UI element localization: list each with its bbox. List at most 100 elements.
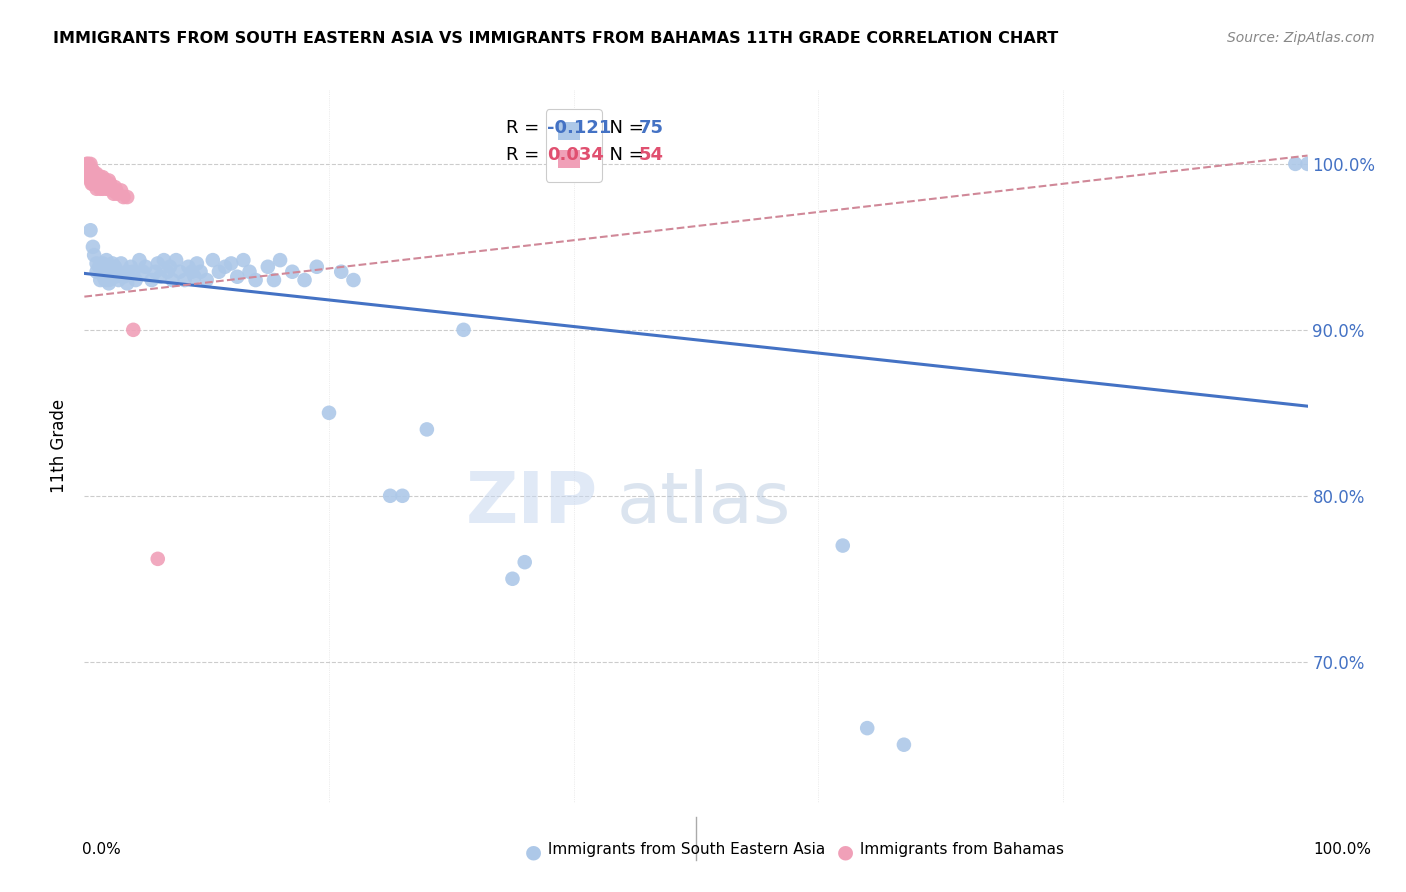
Point <box>115 277 138 291</box>
Point <box>89 170 111 185</box>
Point <box>77 163 100 178</box>
Text: Immigrants from South Eastern Asia: Immigrants from South Eastern Asia <box>543 842 825 857</box>
Point <box>893 738 915 752</box>
Point <box>91 256 114 270</box>
Text: 0.0%: 0.0% <box>82 842 121 857</box>
Point <box>165 253 187 268</box>
Point <box>83 173 105 187</box>
Point <box>91 170 114 185</box>
Point <box>104 269 127 284</box>
Point <box>84 170 107 185</box>
Point <box>159 260 181 274</box>
Point <box>831 539 853 553</box>
Point <box>135 260 157 274</box>
Point <box>107 273 129 287</box>
Point <box>83 167 105 181</box>
Text: -0.121: -0.121 <box>547 120 612 137</box>
Point <box>104 180 127 194</box>
Point <box>89 273 111 287</box>
Point <box>79 223 101 237</box>
Text: 75: 75 <box>638 120 664 137</box>
Point <box>77 160 100 174</box>
Point <box>173 273 195 287</box>
Point <box>103 186 125 201</box>
Point <box>82 177 104 191</box>
Point <box>112 269 135 284</box>
Point <box>89 182 111 196</box>
Point <box>86 265 108 279</box>
Point <box>94 173 117 187</box>
Point <box>257 260 280 274</box>
Text: 0.034: 0.034 <box>547 146 603 164</box>
Point <box>80 177 103 191</box>
Point <box>122 265 145 279</box>
Point <box>183 269 205 284</box>
Point <box>453 323 475 337</box>
Point <box>82 163 104 178</box>
Point <box>79 160 101 174</box>
Point <box>96 182 118 196</box>
Point <box>79 157 101 171</box>
Text: IMMIGRANTS FROM SOUTH EASTERN ASIA VS IMMIGRANTS FROM BAHAMAS 11TH GRADE CORRELA: IMMIGRANTS FROM SOUTH EASTERN ASIA VS IM… <box>53 31 1059 46</box>
Point <box>156 265 179 279</box>
Point <box>263 273 285 287</box>
Point <box>79 173 101 187</box>
Text: R =: R = <box>506 146 546 164</box>
Point <box>84 177 107 191</box>
Point <box>90 177 112 191</box>
Point <box>190 265 212 279</box>
Point <box>153 253 176 268</box>
Point <box>86 167 108 181</box>
Point <box>513 555 536 569</box>
Point <box>82 170 104 185</box>
Text: ●: ● <box>837 842 853 861</box>
Point <box>86 182 108 196</box>
Point <box>416 422 439 436</box>
Point <box>380 489 402 503</box>
Point <box>294 273 316 287</box>
Point <box>86 256 108 270</box>
Text: 54: 54 <box>638 146 664 164</box>
Point <box>97 182 120 196</box>
Point <box>77 157 100 171</box>
Point <box>149 269 172 284</box>
Point <box>281 265 304 279</box>
Point <box>77 163 100 178</box>
Point <box>219 256 242 270</box>
Point <box>82 240 104 254</box>
Point <box>97 173 120 187</box>
Point <box>162 273 184 287</box>
Point <box>105 265 128 279</box>
Point <box>77 160 100 174</box>
Point <box>1284 157 1306 171</box>
Text: 100.0%: 100.0% <box>1313 842 1372 857</box>
Point <box>77 167 100 181</box>
Text: ZIP: ZIP <box>465 468 598 538</box>
Point <box>226 269 249 284</box>
Point <box>100 265 122 279</box>
Point <box>122 323 145 337</box>
Point <box>101 256 124 270</box>
Point <box>186 256 208 270</box>
Point <box>83 248 105 262</box>
Point <box>238 265 260 279</box>
Point <box>101 183 124 197</box>
Point <box>97 277 120 291</box>
Point <box>110 256 132 270</box>
Point <box>125 273 148 287</box>
Point <box>83 177 105 191</box>
Point <box>87 177 110 191</box>
Point <box>96 253 118 268</box>
Point <box>856 721 879 735</box>
Point <box>120 260 142 274</box>
Point <box>86 173 108 187</box>
Point <box>115 265 138 279</box>
Legend: , : , <box>546 109 602 182</box>
Point <box>502 572 524 586</box>
Point <box>115 190 138 204</box>
Text: Source: ZipAtlas.com: Source: ZipAtlas.com <box>1227 31 1375 45</box>
Y-axis label: 11th Grade: 11th Grade <box>51 399 69 493</box>
Point <box>105 183 128 197</box>
Point <box>87 173 110 187</box>
Point <box>93 177 115 191</box>
